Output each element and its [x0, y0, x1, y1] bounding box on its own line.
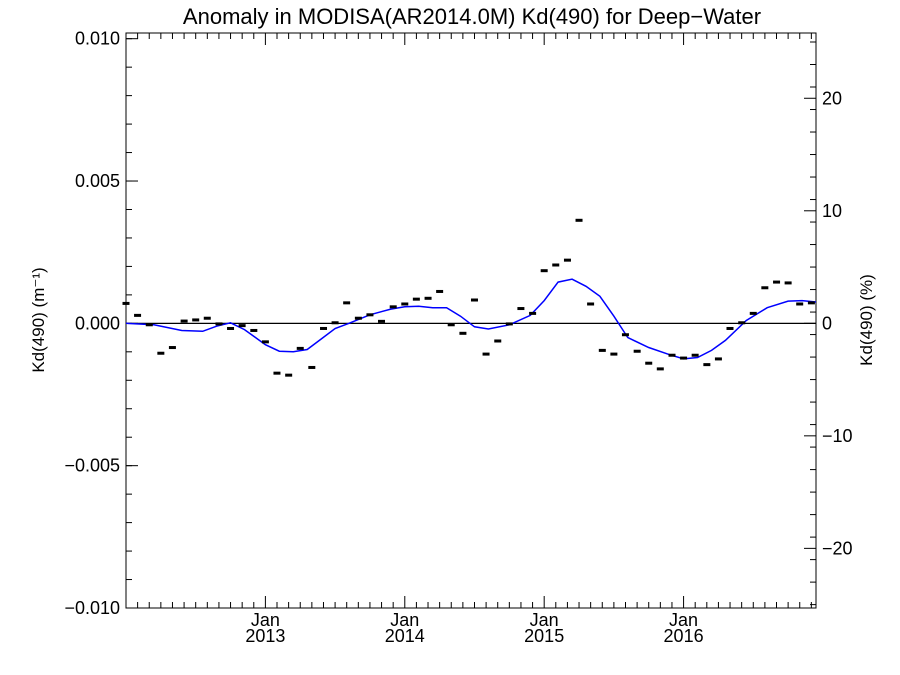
x-tick-label-month: Jan	[251, 610, 280, 630]
anomaly-point	[320, 326, 328, 330]
anomaly-point	[285, 373, 293, 377]
anomaly-point	[401, 302, 409, 306]
x-tick-label-year: 2013	[245, 626, 285, 646]
anomaly-point	[296, 346, 304, 350]
x-tick-label-year: 2015	[524, 626, 564, 646]
y-axis-label-right: Kd(490) (%)	[857, 274, 876, 366]
anomaly-point	[157, 351, 165, 355]
x-tick-label-month: Jan	[669, 610, 698, 630]
anomaly-point	[540, 269, 548, 273]
anomaly-point	[215, 322, 223, 326]
anomaly-point	[447, 323, 455, 327]
anomaly-point	[250, 328, 258, 332]
plot-frame	[125, 32, 817, 609]
anomaly-point	[598, 348, 606, 352]
y-tick-label-right: −20	[822, 538, 853, 558]
anomaly-point	[749, 311, 757, 315]
anomaly-point	[412, 297, 420, 301]
anomaly-point	[517, 307, 525, 311]
anomaly-point	[354, 316, 362, 320]
anomaly-point	[575, 218, 583, 222]
y-tick-label-left: −0.005	[64, 456, 120, 476]
y-tick-label-right: 20	[822, 88, 842, 108]
anomaly-point	[668, 353, 676, 357]
anomaly-point	[273, 371, 281, 375]
anomaly-point	[436, 289, 444, 293]
anomaly-point	[610, 352, 618, 356]
anomaly-point	[587, 302, 595, 306]
y-tick-label-left: 0.000	[75, 313, 120, 333]
anomaly-point	[470, 298, 478, 302]
anomaly-point	[633, 349, 641, 353]
anomaly-point	[145, 323, 153, 327]
anomaly-point	[552, 263, 560, 267]
y-tick-label-right: −10	[822, 426, 853, 446]
anomaly-point	[656, 367, 664, 371]
running-mean-line	[125, 278, 817, 360]
x-tick-label-year: 2014	[385, 626, 425, 646]
anomaly-point	[494, 339, 502, 343]
anomaly-point	[505, 322, 513, 326]
plot-area: 0.010 0.005 0.000 −0.005 −0.010 20 10 0 −10 −20 Ja…	[64, 29, 852, 646]
anomaly-point	[529, 311, 537, 315]
x-tick-label-month: Jan	[390, 610, 419, 630]
anomaly-point	[563, 258, 571, 262]
anomaly-point	[726, 326, 734, 330]
anomaly-point	[459, 331, 467, 335]
x-tick-label-year: 2016	[664, 626, 704, 646]
anomaly-point	[738, 321, 746, 325]
anomaly-point	[796, 302, 804, 306]
y-tick-label-right: 10	[822, 201, 842, 221]
y-tick-label-left: 0.010	[75, 29, 120, 49]
x-tick-label-month: Jan	[530, 610, 559, 630]
anomaly-point	[773, 280, 781, 284]
anomaly-point	[227, 326, 235, 330]
anomaly-point	[134, 313, 142, 317]
anomaly-point	[343, 301, 351, 305]
anomaly-point	[192, 318, 200, 322]
y-tick-label-left: −0.010	[64, 598, 120, 618]
anomaly-point	[389, 305, 397, 309]
anomaly-point	[180, 319, 188, 323]
anomaly-point	[645, 361, 653, 365]
y-tick-label-left: 0.005	[75, 171, 120, 191]
y-axis-label-left: Kd(490) (m⁻¹)	[29, 267, 48, 372]
anomaly-point	[424, 296, 432, 300]
anomaly-point	[714, 357, 722, 361]
anomaly-point	[331, 321, 339, 325]
anomaly-point	[378, 319, 386, 323]
anomaly-point	[261, 340, 269, 344]
anomaly-point	[482, 352, 490, 356]
anomaly-point	[784, 281, 792, 285]
anomaly-point	[807, 301, 815, 305]
anomaly-point	[203, 316, 211, 320]
anomaly-point	[308, 365, 316, 369]
anomaly-point	[680, 356, 688, 360]
chart-title: Anomaly in MODISA(AR2014.0M) Kd(490) for…	[183, 4, 761, 29]
anomaly-point	[122, 301, 130, 305]
anomaly-point	[761, 286, 769, 290]
anomaly-point	[366, 313, 374, 317]
anomaly-point	[703, 363, 711, 367]
anomaly-point	[168, 346, 176, 350]
anomaly-point	[691, 353, 699, 357]
anomaly-point	[238, 324, 246, 328]
y-tick-label-right: 0	[822, 313, 832, 333]
anomaly-point	[621, 333, 629, 337]
